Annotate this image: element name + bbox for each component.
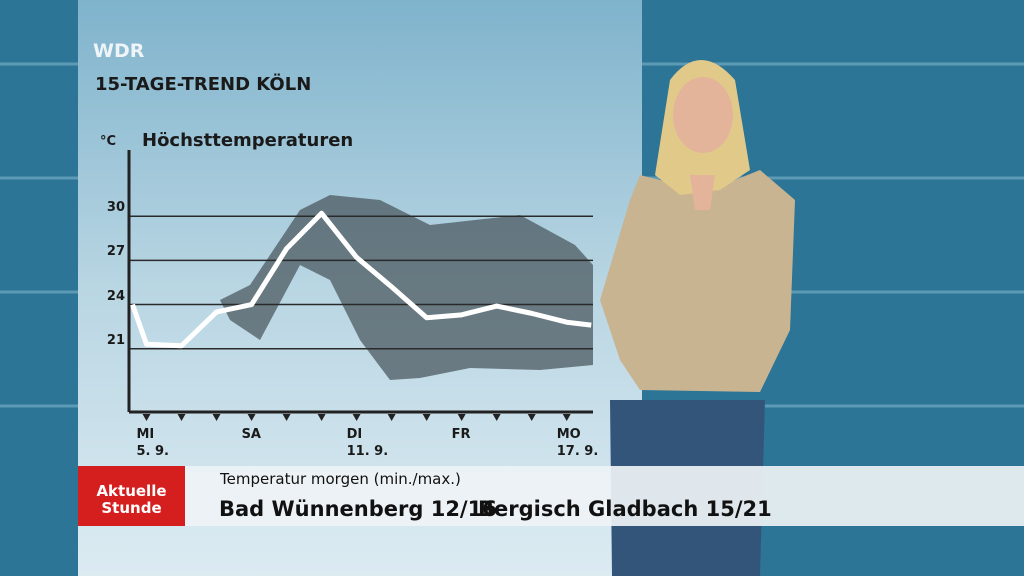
- chart-title: 15-TAGE-TREND KÖLN: [95, 74, 312, 95]
- forecast-spread: [220, 195, 593, 380]
- x-tick: [247, 414, 256, 421]
- ticker-heading: Temperatur morgen (min./max.): [220, 470, 461, 488]
- ticker-item: Bad Wünnenberg 12/16: [219, 497, 497, 521]
- ticker-item: Bergisch Gladbach 15/21: [478, 497, 772, 521]
- x-tick: [317, 414, 326, 421]
- chart-subtitle: Höchsttemperaturen: [142, 130, 354, 151]
- x-tick: [177, 414, 186, 421]
- temperature-line: [130, 210, 592, 349]
- logo-text: Aktuelle Stunde: [96, 482, 167, 517]
- x-tick-label: MO 17. 9.: [556, 427, 599, 459]
- x-tick: [142, 414, 151, 421]
- x-tick: [527, 414, 536, 421]
- y-tick-label: 21: [106, 332, 125, 348]
- x-tick: [387, 414, 396, 421]
- x-tick: [562, 414, 571, 421]
- y-tick-label: 24: [106, 288, 125, 304]
- x-tick: [457, 414, 466, 421]
- x-tick: [492, 414, 501, 421]
- x-tick-label: SA: [241, 427, 261, 442]
- x-tick-label: FR: [451, 427, 471, 442]
- x-tick-label: DI 11. 9.: [346, 427, 389, 459]
- x-tick: [282, 414, 291, 421]
- x-tick-label: MI 5. 9.: [136, 427, 170, 459]
- x-tick: [422, 414, 431, 421]
- chart: [127, 150, 593, 421]
- x-tick: [212, 414, 221, 421]
- x-tick: [352, 414, 361, 421]
- ticker-bar: [78, 466, 1024, 526]
- logo-box: [78, 466, 185, 526]
- y-unit: °C: [100, 134, 117, 149]
- channel-logo: WDR: [93, 40, 145, 62]
- y-tick-label: 27: [106, 244, 125, 260]
- y-tick-label: 30: [106, 200, 125, 216]
